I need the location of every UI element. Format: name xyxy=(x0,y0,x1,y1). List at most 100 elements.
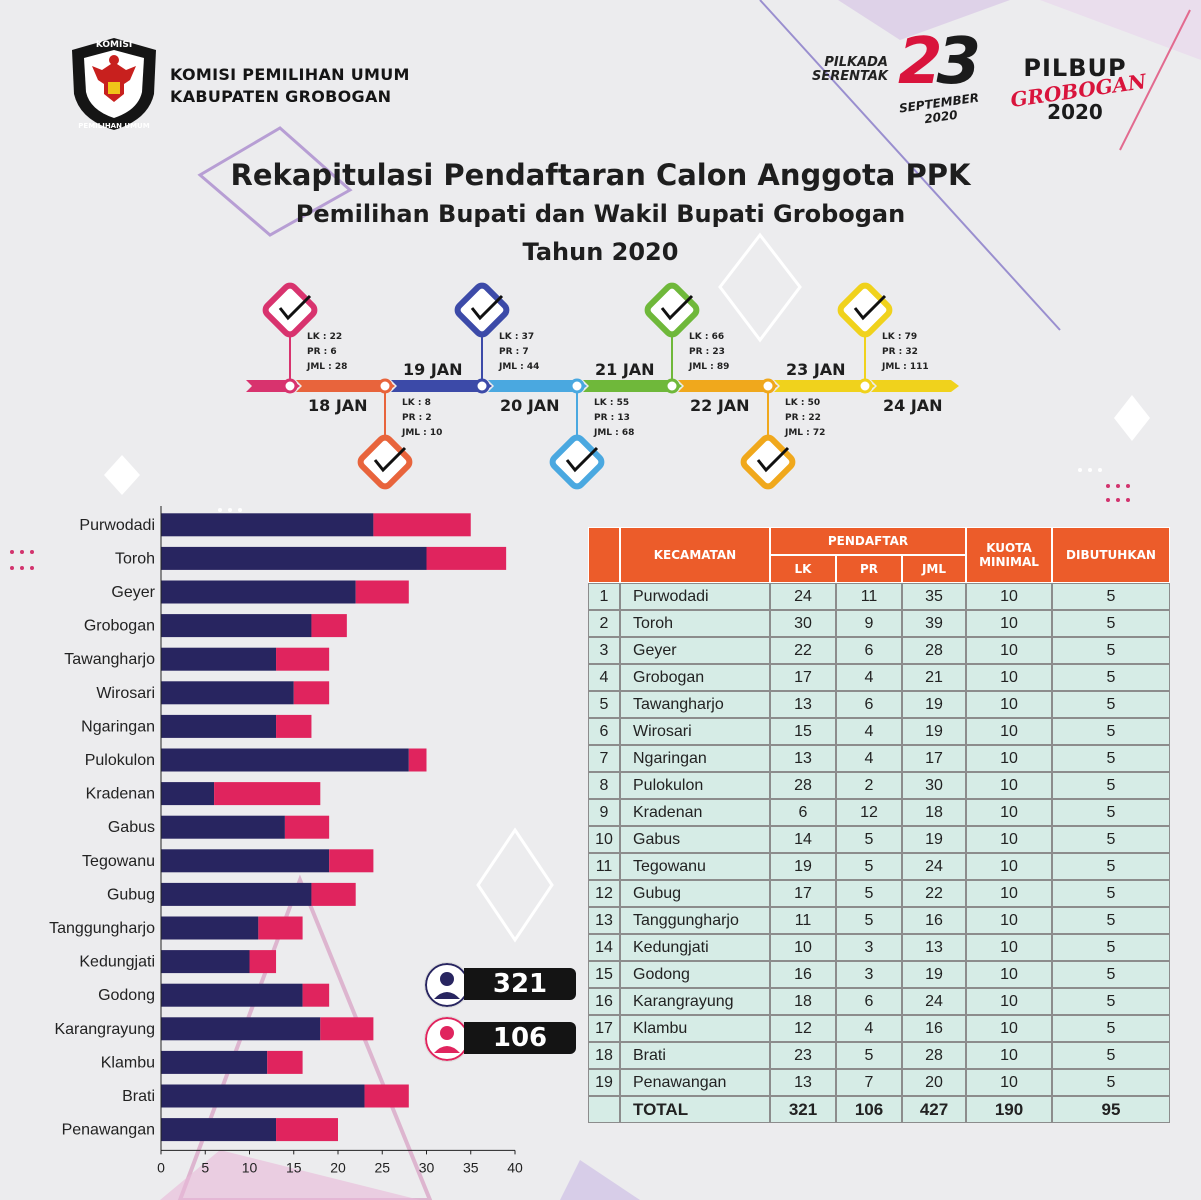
page-year: Tahun 2020 xyxy=(522,238,679,266)
category-label: Gabus xyxy=(108,819,155,836)
table-row: 11 Tegowanu 19 5 24 10 5 xyxy=(588,853,1170,880)
table-cell: 5 xyxy=(1052,583,1170,610)
table-cell: 10 xyxy=(966,1069,1052,1096)
table-cell: 5 xyxy=(836,853,902,880)
bar-pr xyxy=(373,513,471,537)
timeline-badge xyxy=(262,282,318,338)
checkmark-icon xyxy=(470,294,504,321)
category-label: Grobogan xyxy=(84,618,155,635)
category-label: Toroh xyxy=(115,550,155,567)
table-cell: 17 xyxy=(770,664,836,691)
pilkada-day-digit-2: 3 xyxy=(936,25,981,99)
bar-pr xyxy=(302,983,330,1007)
total-female-badge: 106 xyxy=(424,1016,576,1062)
checkmark-icon xyxy=(660,294,694,321)
table-cell: 16 xyxy=(588,988,620,1015)
timeline-badge xyxy=(454,282,510,338)
table-cell: 2 xyxy=(588,610,620,637)
table-row: 8 Pulokulon 28 2 30 10 5 xyxy=(588,772,1170,799)
timeline-badge xyxy=(644,282,700,338)
female-person-icon xyxy=(424,1016,470,1062)
table-cell: 10 xyxy=(966,880,1052,907)
table-cell: 5 xyxy=(1052,664,1170,691)
timeline-stat-pr: PR : 2 xyxy=(402,413,432,423)
table-row: 12 Gubug 17 5 22 10 5 xyxy=(588,880,1170,907)
table-cell: 9 xyxy=(588,799,620,826)
table-cell: Karangrayung xyxy=(620,988,770,1015)
category-label: Purwodadi xyxy=(79,517,155,534)
table-cell: 19 xyxy=(770,853,836,880)
table-cell: 5 xyxy=(1052,745,1170,772)
table-cell: 10 xyxy=(966,664,1052,691)
table-cell: 10 xyxy=(966,961,1052,988)
registration-timeline xyxy=(246,282,959,490)
timeline-date: 23 JAN xyxy=(786,360,846,379)
table-cell: Grobogan xyxy=(620,664,770,691)
table-cell: 10 xyxy=(966,988,1052,1015)
table-cell: Purwodadi xyxy=(620,583,770,610)
table-cell: 10 xyxy=(588,826,620,853)
header-dibutuhkan: DIBUTUHKAN xyxy=(1052,527,1170,583)
table-cell: 17 xyxy=(902,745,966,772)
table-cell: Kedungjati xyxy=(620,934,770,961)
table-cell: 10 xyxy=(770,934,836,961)
table-cell: 9 xyxy=(836,610,902,637)
table-cell: 10 xyxy=(966,907,1052,934)
table-row: 7 Ngaringan 13 4 17 10 5 xyxy=(588,745,1170,772)
table-cell: 16 xyxy=(902,1015,966,1042)
table-cell: 5 xyxy=(1052,907,1170,934)
table-cell: 5 xyxy=(836,907,902,934)
table-cell: 5 xyxy=(1052,799,1170,826)
timeline-stats: LK : 37 PR : 7 JML : 44 xyxy=(499,330,539,375)
table-cell: TOTAL xyxy=(620,1096,770,1123)
table-cell: 18 xyxy=(902,799,966,826)
timeline-stat-pr: PR : 32 xyxy=(882,347,918,357)
pilkada-label: PILKADA SERENTAK xyxy=(808,56,888,84)
timeline-arrow-segment xyxy=(583,380,682,392)
bar-lk xyxy=(161,983,303,1007)
table-cell: 10 xyxy=(966,853,1052,880)
timeline-stat-jml: JML : 68 xyxy=(594,428,635,438)
timeline-date: 19 JAN xyxy=(403,360,463,379)
table-body: 1 Purwodadi 24 11 35 10 5 2 Toroh 30 9 39 10 5 3 Geyer 2… xyxy=(588,583,1170,1123)
bar-lk xyxy=(161,815,285,839)
table-row: 19 Penawangan 13 7 20 10 5 xyxy=(588,1069,1170,1096)
table-cell: 3 xyxy=(836,934,902,961)
table-cell: 4 xyxy=(836,664,902,691)
dot-grid xyxy=(10,484,1130,570)
timeline-stats: LK : 66 PR : 23 JML : 89 xyxy=(689,330,729,375)
table-total-row: TOTAL 321 106 427 190 95 xyxy=(588,1096,1170,1123)
total-female-value: 106 xyxy=(464,1022,576,1054)
bar-lk xyxy=(161,1050,268,1074)
deco-diamond xyxy=(104,455,140,495)
bar-lk xyxy=(161,882,312,906)
table-cell: 28 xyxy=(902,1042,966,1069)
emblem-text-top: KOMISI xyxy=(96,40,132,50)
table-cell: 13 xyxy=(588,907,620,934)
table-cell: 3 xyxy=(836,961,902,988)
category-label: Ngaringan xyxy=(81,718,155,735)
table-cell: 6 xyxy=(770,799,836,826)
table-cell: Tegowanu xyxy=(620,853,770,880)
timeline-stat-pr: PR : 23 xyxy=(689,347,725,357)
x-tick-label: 30 xyxy=(419,1159,435,1175)
table-cell: 1 xyxy=(588,583,620,610)
table-cell: 10 xyxy=(966,745,1052,772)
table-cell: Godong xyxy=(620,961,770,988)
bar-pr xyxy=(408,748,427,772)
table-cell: 23 xyxy=(770,1042,836,1069)
pilkada-day-digit-1: 2 xyxy=(898,25,942,99)
table-cell: 2 xyxy=(836,772,902,799)
bar-lk xyxy=(161,513,374,537)
bar-lk xyxy=(161,1084,365,1108)
timeline-stat-lk: LK : 8 xyxy=(402,398,431,408)
table-cell: Gabus xyxy=(620,826,770,853)
table-cell: 8 xyxy=(588,772,620,799)
pilkada-day: 23 xyxy=(898,30,981,94)
table-cell: 10 xyxy=(966,934,1052,961)
timeline-stat-pr: PR : 13 xyxy=(594,413,630,423)
bar-pr xyxy=(276,647,330,671)
timeline-badge xyxy=(740,434,796,490)
header-jml: JML xyxy=(902,555,966,583)
timeline-stats: LK : 50 PR : 22 JML : 72 xyxy=(785,396,825,441)
